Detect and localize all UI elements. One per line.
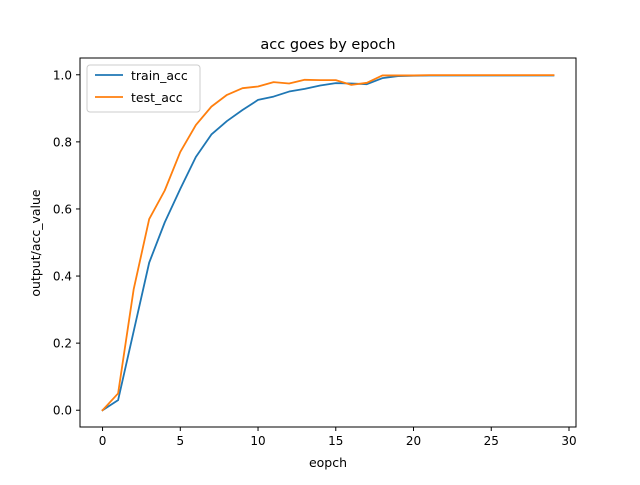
y-tick-label: 0.4 (53, 270, 72, 284)
x-tick-label: 20 (406, 434, 421, 448)
y-tick-label: 0.8 (53, 135, 72, 149)
legend-label-train-acc: train_acc (131, 68, 188, 83)
x-tick-label: 30 (561, 434, 576, 448)
y-tick-label: 0.0 (53, 404, 72, 418)
x-tick-label: 25 (484, 434, 499, 448)
x-tick-label: 15 (328, 434, 343, 448)
y-tick-label: 1.0 (53, 68, 72, 82)
legend-box (86, 64, 201, 113)
x-tick-label: 10 (250, 434, 265, 448)
lines-layer (101, 74, 555, 412)
legend: train_acc test_acc (86, 64, 201, 113)
x-tick-label: 0 (99, 434, 107, 448)
x-axis-label: eopch (309, 455, 347, 470)
ticks-layer: 0 5 10 15 20 25 30 0.0 0.2 0.4 0.6 0.8 1.0 (53, 68, 577, 448)
legend-label-test-acc: test_acc (131, 90, 183, 105)
x-tick-label: 5 (176, 434, 184, 448)
plot-area-frame (79, 57, 577, 428)
y-tick-label: 0.6 (53, 202, 72, 216)
chart-title: acc goes by epoch (260, 37, 395, 53)
y-tick-label: 0.2 (53, 337, 72, 351)
y-axis-label: output/acc_value (28, 189, 43, 297)
series-line-test-acc (101, 74, 555, 412)
